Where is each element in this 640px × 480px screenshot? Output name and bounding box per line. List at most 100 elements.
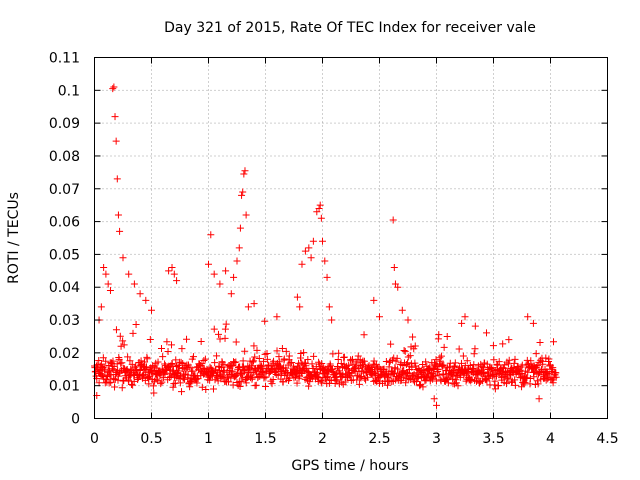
data-point bbox=[244, 303, 252, 311]
data-point bbox=[112, 137, 120, 145]
data-point bbox=[221, 334, 229, 342]
data-point bbox=[434, 366, 442, 374]
data-point bbox=[402, 379, 410, 387]
data-point bbox=[172, 356, 180, 364]
data-point bbox=[533, 363, 541, 371]
data-point bbox=[168, 341, 176, 349]
data-point bbox=[268, 380, 276, 388]
data-point bbox=[161, 370, 169, 378]
data-point bbox=[239, 188, 247, 196]
data-point bbox=[346, 372, 354, 380]
data-point bbox=[231, 359, 239, 367]
data-point bbox=[213, 352, 221, 360]
data-point bbox=[467, 377, 475, 385]
data-point bbox=[552, 373, 560, 381]
y-axis-label: ROTI / TECUs bbox=[6, 192, 22, 284]
data-point bbox=[293, 293, 301, 301]
data-point bbox=[170, 270, 178, 278]
data-point bbox=[505, 356, 513, 364]
data-point bbox=[132, 320, 140, 328]
data-point bbox=[455, 345, 463, 353]
data-point bbox=[97, 303, 105, 311]
data-point bbox=[98, 371, 106, 379]
data-point bbox=[504, 375, 512, 383]
data-point bbox=[164, 347, 172, 355]
data-point bbox=[210, 270, 218, 278]
data-point bbox=[273, 313, 281, 321]
data-point bbox=[95, 356, 103, 364]
data-point bbox=[440, 361, 448, 369]
data-point bbox=[129, 329, 137, 337]
data-point bbox=[126, 357, 134, 365]
data-point bbox=[535, 395, 543, 403]
data-point bbox=[161, 360, 169, 368]
data-point bbox=[233, 257, 241, 265]
data-point bbox=[225, 378, 233, 386]
data-point bbox=[105, 379, 113, 387]
data-point bbox=[136, 290, 144, 298]
data-point bbox=[255, 355, 263, 363]
data-point bbox=[285, 352, 293, 360]
data-point bbox=[235, 244, 243, 252]
data-point bbox=[360, 331, 368, 339]
data-point bbox=[250, 300, 258, 308]
data-point bbox=[360, 357, 368, 365]
x-tick-label: 0 bbox=[90, 431, 99, 447]
data-point bbox=[263, 355, 271, 363]
data-point bbox=[149, 382, 157, 390]
data-point bbox=[114, 372, 122, 380]
x-tick-label: 3.5 bbox=[482, 431, 504, 447]
data-point bbox=[404, 369, 412, 377]
data-point bbox=[310, 352, 318, 360]
data-point bbox=[458, 319, 466, 327]
data-point bbox=[139, 372, 147, 380]
y-tick-label: 0 bbox=[71, 412, 80, 428]
data-point bbox=[111, 113, 119, 121]
data-point bbox=[202, 385, 210, 393]
data-point bbox=[219, 374, 227, 382]
data-point bbox=[186, 383, 194, 391]
data-point bbox=[176, 379, 184, 387]
data-point bbox=[154, 358, 162, 366]
data-point bbox=[347, 357, 355, 365]
data-point bbox=[398, 306, 406, 314]
data-point bbox=[340, 353, 348, 361]
data-point bbox=[329, 350, 337, 358]
data-point bbox=[111, 383, 119, 391]
data-point bbox=[118, 359, 126, 367]
data-point bbox=[454, 382, 462, 390]
data-point bbox=[146, 336, 154, 344]
data-point bbox=[109, 85, 117, 93]
data-point bbox=[432, 362, 440, 370]
data-point bbox=[470, 361, 478, 369]
data-point bbox=[148, 306, 155, 314]
y-tick-label: 0.04 bbox=[49, 280, 80, 296]
data-point bbox=[399, 374, 407, 382]
data-point bbox=[168, 264, 176, 272]
data-point bbox=[201, 355, 209, 363]
data-point bbox=[457, 359, 465, 367]
data-point bbox=[352, 360, 360, 368]
data-point bbox=[177, 358, 185, 366]
data-point bbox=[251, 353, 259, 361]
data-point bbox=[296, 303, 304, 311]
data-point bbox=[534, 361, 542, 369]
data-point bbox=[276, 363, 284, 371]
data-point bbox=[173, 277, 181, 285]
data-point bbox=[432, 356, 440, 364]
data-point bbox=[129, 381, 137, 389]
data-point bbox=[549, 379, 557, 387]
x-tick-label: 0.5 bbox=[140, 431, 162, 447]
data-point bbox=[422, 358, 430, 366]
data-point bbox=[345, 361, 353, 369]
data-point bbox=[143, 355, 151, 363]
data-point bbox=[109, 357, 117, 365]
data-point bbox=[222, 320, 230, 328]
data-point bbox=[262, 373, 270, 381]
data-point bbox=[542, 354, 550, 362]
data-point bbox=[142, 363, 150, 371]
data-point bbox=[158, 378, 166, 386]
data-point bbox=[286, 359, 294, 367]
data-point bbox=[207, 231, 215, 239]
data-point bbox=[178, 388, 186, 396]
